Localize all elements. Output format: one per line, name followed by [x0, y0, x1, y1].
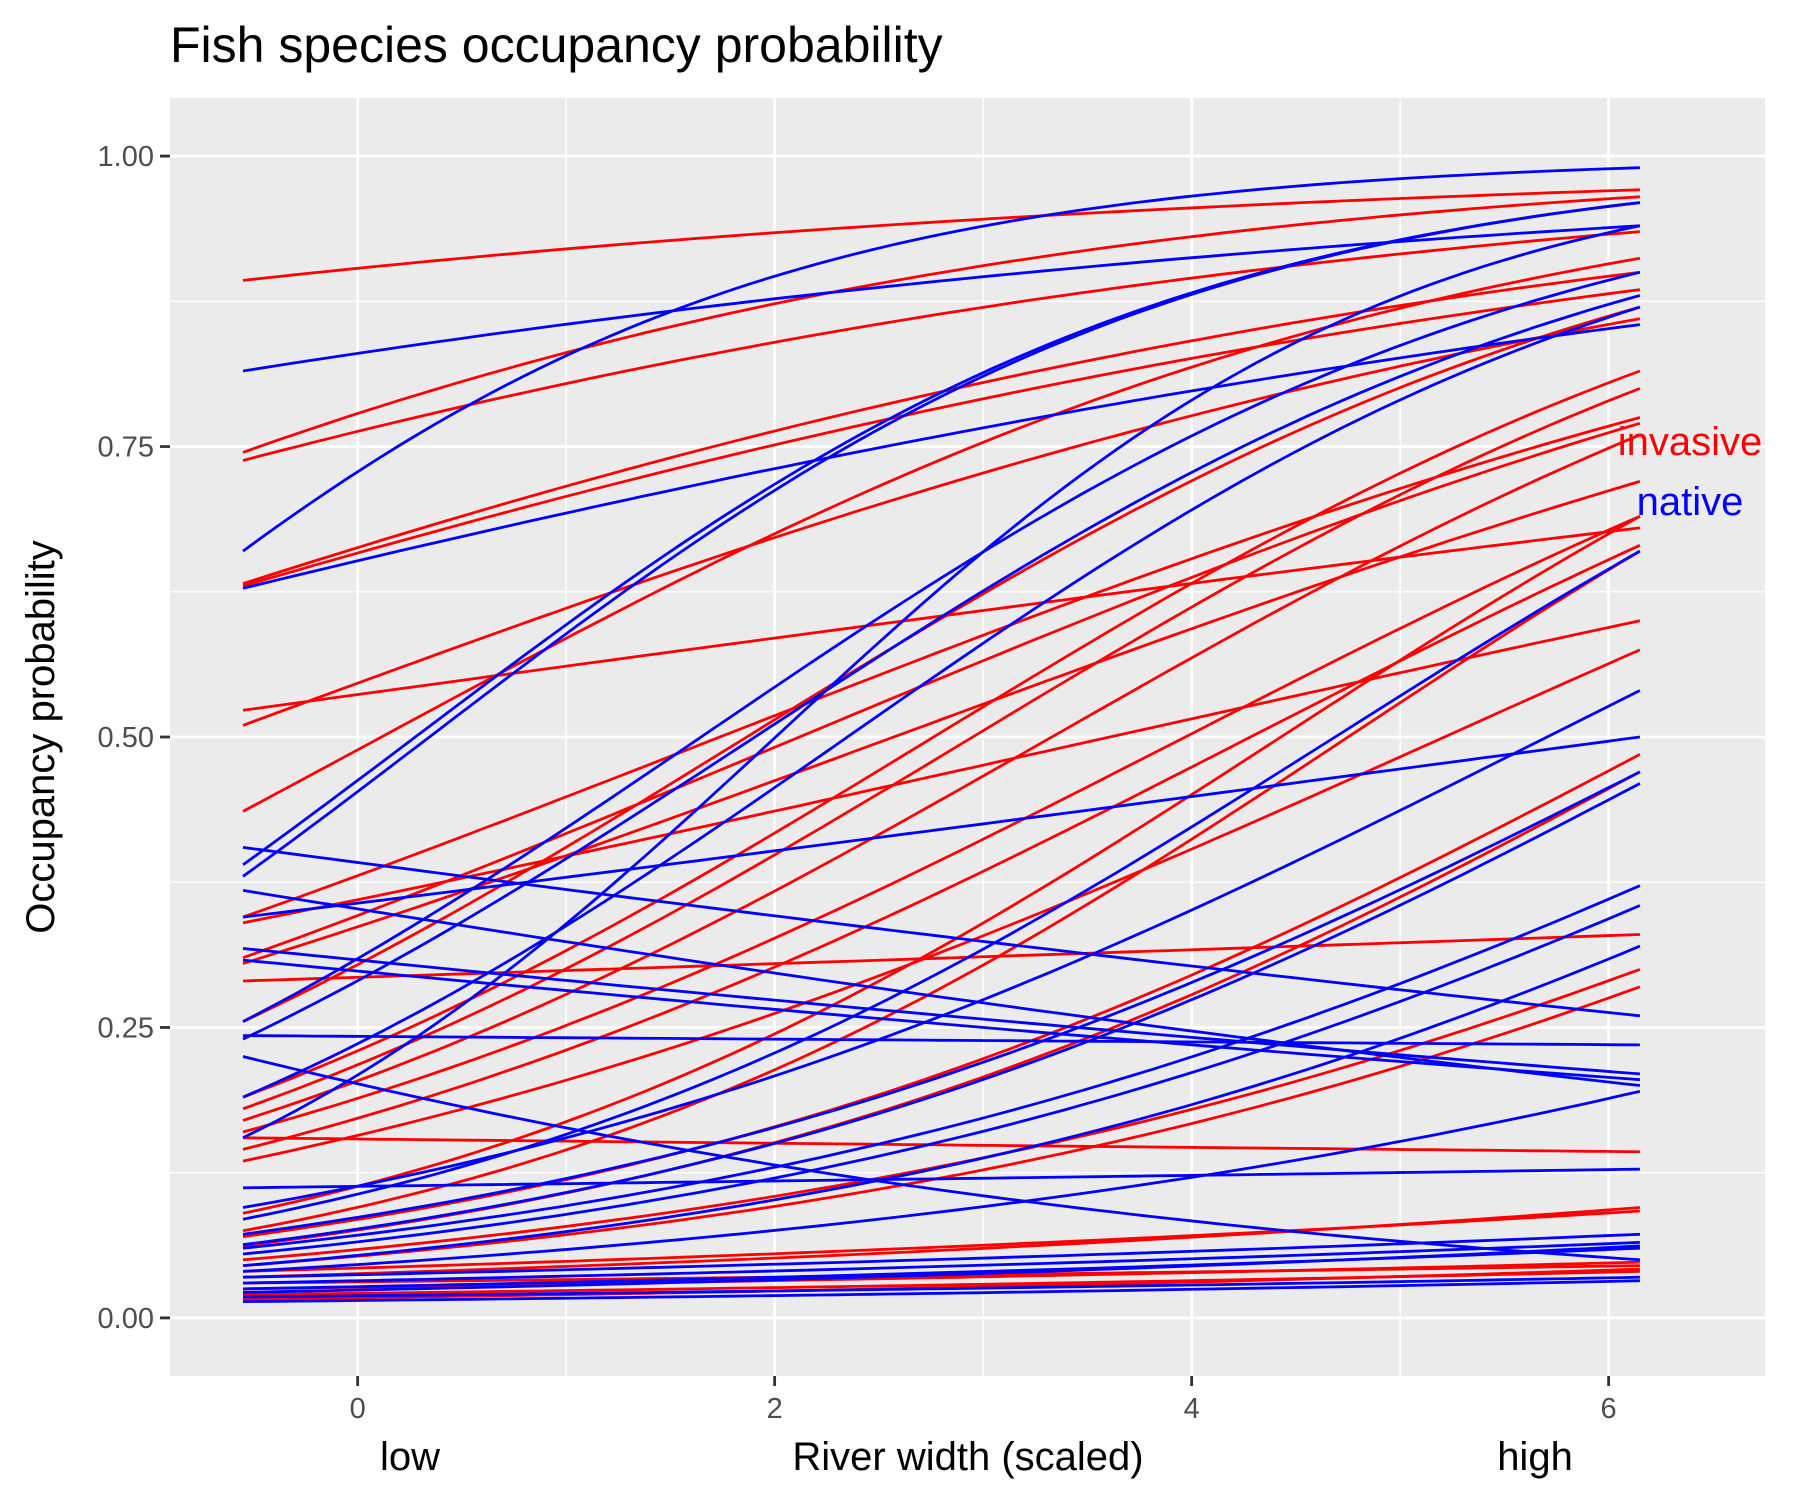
native-curve-5 — [242, 201, 1641, 878]
invasive-curve-20 — [242, 648, 1641, 1163]
invasive-curve-22 — [242, 549, 1641, 1233]
invasive-curve-7 — [242, 256, 1641, 813]
native-curves — [242, 166, 1641, 1303]
native-curve-14 — [242, 305, 1641, 1099]
native-curve-2 — [242, 323, 1641, 590]
native-curve-20 — [242, 782, 1641, 1247]
y-axis-title: Occupancy probability — [19, 540, 63, 934]
invasive-curve-9 — [242, 619, 1641, 925]
x-label-low: low — [380, 1435, 440, 1479]
native-curve-19 — [242, 770, 1641, 1236]
invasive-curve-10 — [242, 421, 1641, 960]
native-curve-21 — [242, 884, 1641, 1250]
series-label-invasive: invasive — [1618, 420, 1763, 464]
native-curve-15 — [242, 224, 1641, 1140]
y-axis: 0.00 0.25 0.50 0.75 1.00 — [98, 141, 170, 1335]
native-curve-25 — [242, 1232, 1640, 1279]
native-curve-23 — [242, 944, 1641, 1267]
invasive-curve-23 — [242, 753, 1641, 1238]
invasive-curve-18 — [242, 1136, 1640, 1154]
invasive-curve-21 — [242, 515, 1641, 1215]
x-tick-label-0: 0 — [350, 1393, 366, 1425]
native-curve-18 — [242, 549, 1641, 1221]
native-curve-28 — [242, 1244, 1640, 1294]
series-label-native: native — [1637, 480, 1744, 524]
x-axis: 0 2 4 6 — [350, 1376, 1617, 1425]
y-tick-label-0: 0.00 — [98, 1303, 154, 1335]
invasive-curve-28 — [242, 1206, 1641, 1279]
native-curve-6 — [242, 889, 1641, 1087]
y-tick-label-2: 0.50 — [98, 722, 154, 754]
native-curve-9 — [242, 958, 1641, 1082]
x-tick-label-1: 2 — [767, 1393, 783, 1425]
native-curve-30 — [242, 1279, 1640, 1303]
native-curve-7 — [242, 735, 1641, 919]
chart-title: Fish species occupancy probability — [170, 17, 943, 73]
invasive-curve-16 — [242, 433, 1641, 1122]
native-curve-12 — [242, 294, 1641, 1041]
invasive-curve-12 — [242, 933, 1640, 983]
x-axis-title: River width (scaled) — [792, 1435, 1143, 1479]
native-curve-3 — [242, 846, 1641, 1018]
native-curve-17 — [242, 689, 1641, 1209]
native-curve-11 — [242, 1034, 1640, 1047]
x-tick-label-2: 4 — [1184, 1393, 1200, 1425]
native-curve-16 — [242, 1167, 1640, 1190]
native-curve-1 — [242, 166, 1640, 553]
x-tick-label-3: 6 — [1601, 1393, 1617, 1425]
invasive-curve-6 — [242, 317, 1641, 727]
invasive-curve-15 — [242, 387, 1641, 1111]
invasive-curve-0 — [242, 188, 1640, 282]
invasive-curve-8 — [242, 416, 1641, 919]
native-curve-26 — [242, 1241, 1640, 1285]
y-tick-label-3: 0.75 — [98, 432, 154, 464]
x-label-high: high — [1497, 1435, 1573, 1479]
native-curve-0 — [242, 224, 1640, 373]
native-curve-24 — [242, 1090, 1641, 1273]
y-tick-label-1: 0.25 — [98, 1012, 154, 1044]
invasive-curve-2 — [242, 230, 1641, 462]
native-curve-10 — [242, 270, 1641, 1023]
native-curve-29 — [242, 1275, 1640, 1299]
native-curve-13 — [242, 1055, 1640, 1262]
y-tick-label-4: 1.00 — [98, 141, 154, 173]
invasive-curve-1 — [242, 195, 1640, 454]
invasive-curve-17 — [242, 515, 1641, 1134]
native-curve-22 — [242, 904, 1641, 1256]
invasive-curve-4 — [242, 288, 1641, 588]
